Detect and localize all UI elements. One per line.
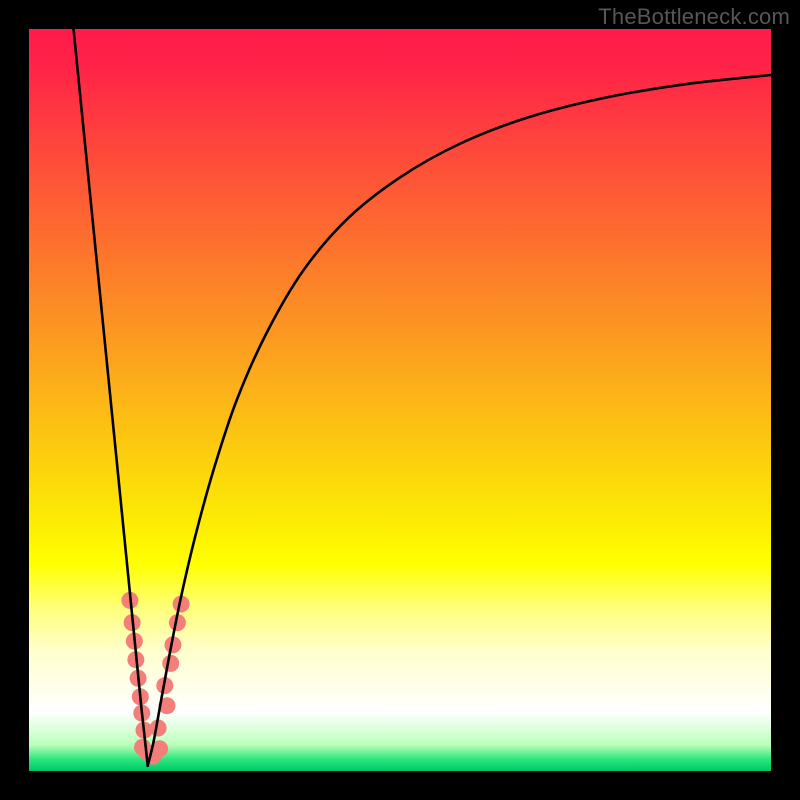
chart-frame: TheBottleneck.com xyxy=(0,0,800,800)
bottleneck-curve-plot xyxy=(29,29,771,771)
watermark-text: TheBottleneck.com xyxy=(598,4,790,30)
scatter-point xyxy=(162,655,179,672)
